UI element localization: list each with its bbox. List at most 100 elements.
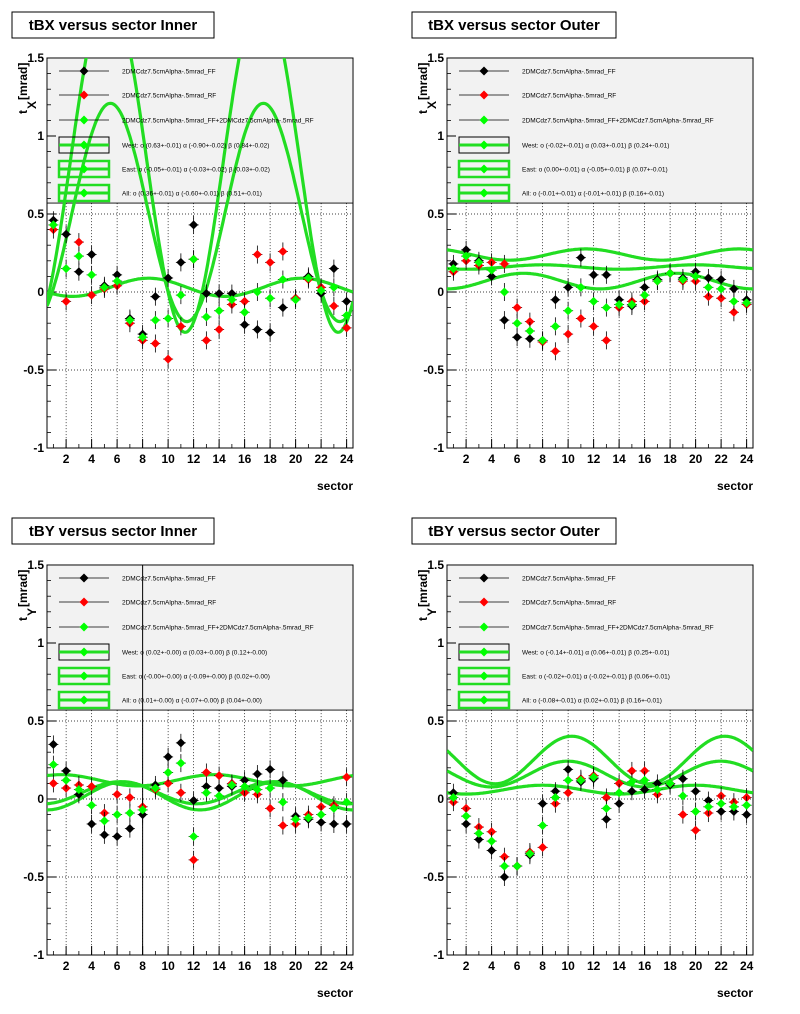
data-point <box>176 290 186 300</box>
y-tick-label-0: -1 <box>33 441 44 455</box>
data-point <box>525 326 535 336</box>
chart-panel-3: tBY versus sector Inner-1-0.500.511.52 4 6… <box>11 517 354 1000</box>
x-axis-label: sector <box>317 479 353 493</box>
legend-label: West: o (-0.14+-0.01) α (0.06+-0.01) β (… <box>522 650 669 657</box>
x-tick-label-2: 2 <box>63 452 70 466</box>
data-point <box>61 766 71 776</box>
legend-entry-6: All: o (-0.01+-0.01) α (-0.01+-0.01) β (… <box>457 183 664 203</box>
data-point <box>303 273 313 283</box>
data-point <box>214 324 224 334</box>
y-axis-label-group: tX[mrad] <box>16 63 39 114</box>
y-tick-label-5: 1.5 <box>27 558 44 572</box>
data-point <box>716 284 726 294</box>
y-tick-label-1: -0.5 <box>23 870 44 884</box>
data-point <box>499 287 509 297</box>
y-axis-unit: [mrad] <box>16 570 30 607</box>
data-point <box>214 306 224 316</box>
data-point <box>125 792 135 802</box>
data-point <box>742 800 752 810</box>
legend-entry-4: West: o (-0.02+-0.01) α (0.03+-0.01) β (… <box>458 136 669 154</box>
data-point <box>342 296 352 306</box>
chart-title-box <box>11 517 215 545</box>
legend-label: 2DMCdz7.5cmAlpha-.5mrad_RF <box>122 93 216 100</box>
data-point <box>512 332 522 342</box>
legend-label: 2DMCdz7.5cmAlpha-.5mrad_FF <box>522 576 616 583</box>
y-tick-label-0: -1 <box>433 441 444 455</box>
fit-curve-all <box>447 759 753 789</box>
data-point <box>99 282 109 292</box>
data-point <box>691 825 701 835</box>
data-point <box>125 315 135 325</box>
x-tick-label-16: 16 <box>238 959 252 973</box>
fit-curve-east <box>447 271 753 291</box>
data-point <box>74 267 84 277</box>
data-point <box>176 788 186 798</box>
data-point <box>201 788 211 798</box>
data-point <box>201 312 211 322</box>
fit-curve-all <box>447 263 753 271</box>
data-point <box>138 332 148 342</box>
data-point <box>703 292 713 302</box>
legend-label: East: o (-0.02+-0.01) α (-0.02+-0.01) β … <box>522 674 670 681</box>
legend-marker <box>79 90 89 100</box>
data-point <box>265 328 275 338</box>
x-tick-label-22: 22 <box>714 452 728 466</box>
data-point <box>278 797 288 807</box>
data-point <box>240 320 250 330</box>
data-point <box>589 772 599 782</box>
legend-marker <box>79 66 89 76</box>
fit-curve-west <box>447 734 753 786</box>
data-point <box>703 282 713 292</box>
legend-marker <box>479 164 489 174</box>
data-point <box>87 290 97 300</box>
data-point <box>61 264 71 274</box>
x-tick-label-24: 24 <box>340 959 354 973</box>
data-point <box>329 301 339 311</box>
y-tick-label-3: 0.5 <box>27 207 44 221</box>
legend-entry-4: West: o (0.02+-0.00) α (0.03+-0.00) β (0… <box>58 643 267 661</box>
data-point <box>716 275 726 285</box>
x-tick-label-4: 4 <box>88 452 95 466</box>
data-point <box>240 782 250 792</box>
legend-entry-2: 2DMCdz7.5cmAlpha-.5mrad_RF <box>459 597 616 607</box>
data-point <box>163 314 173 324</box>
x-tick-label-16: 16 <box>238 452 252 466</box>
data-point <box>640 775 650 785</box>
data-point <box>729 802 739 812</box>
y-axis-label-group: tX[mrad] <box>416 63 439 114</box>
legend-label: All: o (-0.01+-0.01) α (-0.01+-0.01) β (… <box>522 191 664 198</box>
x-tick-label-2: 2 <box>63 959 70 973</box>
plot-area <box>47 733 353 869</box>
data-point <box>499 872 509 882</box>
chart-title-box <box>11 11 215 39</box>
data-point <box>61 229 71 239</box>
x-tick-label-20: 20 <box>289 959 303 973</box>
legend-label: 2DMCdz7.5cmAlpha-.5mrad_FF <box>122 576 216 583</box>
data-point <box>48 760 58 770</box>
y-tick-label-5: 1.5 <box>27 51 44 65</box>
x-tick-label-4: 4 <box>488 959 495 973</box>
legend-label: All: o (0.01+-0.00) α (-0.07+-0.00) β (0… <box>122 698 262 705</box>
data-point <box>214 771 224 781</box>
data-point <box>729 307 739 317</box>
data-point <box>716 799 726 809</box>
data-point <box>665 268 675 278</box>
y-tick-label-2: 0 <box>37 285 44 299</box>
data-point <box>342 797 352 807</box>
fit-curve-east <box>447 783 753 796</box>
legend-entry-1: 2DMCdz7.5cmAlpha-.5mrad_FF <box>59 66 216 76</box>
data-point <box>189 254 199 264</box>
legend-label: 2DMCdz7.5cmAlpha-.5mrad_FF+2DMCdz7.5cmAl… <box>522 625 714 632</box>
data-point <box>265 783 275 793</box>
legend-entry-3: 2DMCdz7.5cmAlpha-.5mrad_FF+2DMCdz7.5cmAl… <box>459 622 714 632</box>
data-point <box>176 738 186 748</box>
legend-label: 2DMCdz7.5cmAlpha-.5mrad_FF+2DMCdz7.5cmAl… <box>122 118 314 125</box>
data-point <box>252 287 262 297</box>
data-point <box>112 831 122 841</box>
data-point <box>729 296 739 306</box>
x-tick-label-24: 24 <box>740 959 754 973</box>
data-point <box>150 783 160 793</box>
x-tick-label-12: 12 <box>587 959 601 973</box>
data-point <box>550 346 560 356</box>
legend-marker <box>479 695 489 705</box>
